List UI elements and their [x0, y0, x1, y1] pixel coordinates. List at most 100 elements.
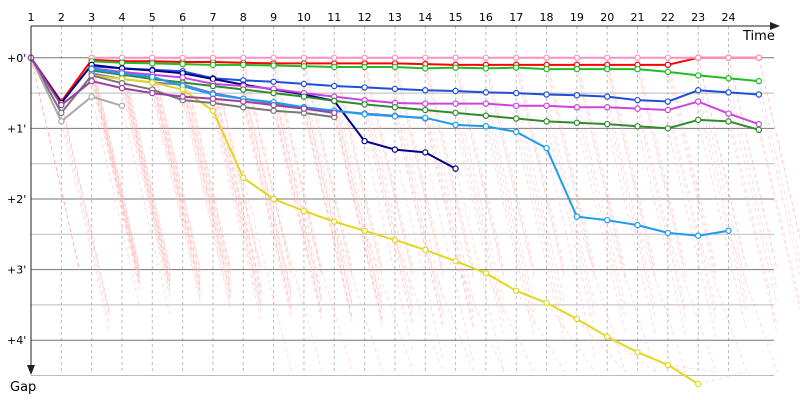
- gap-trail: [121, 83, 171, 296]
- gap-trail: [576, 122, 626, 335]
- gap-trail: [515, 105, 566, 318]
- data-point: [725, 227, 732, 234]
- data-point: [361, 84, 368, 91]
- data-point: [452, 165, 459, 172]
- gap-trail: [303, 96, 353, 309]
- gap-trail: [212, 85, 262, 298]
- data-point: [755, 120, 763, 128]
- data-point: [482, 65, 490, 72]
- y-axis-title: Gap: [10, 380, 36, 395]
- gap-trail: [424, 249, 475, 373]
- gap-trail: [273, 63, 323, 276]
- gap-trail: [485, 64, 535, 277]
- data-point: [604, 216, 611, 224]
- gap-trail: [728, 92, 778, 305]
- data-point: [270, 78, 277, 85]
- gap-trail: [151, 70, 202, 283]
- data-point: [422, 65, 429, 72]
- data-point: [179, 93, 186, 100]
- data-point: [88, 93, 95, 100]
- gap-trail: [242, 57, 293, 270]
- data-point: [300, 93, 308, 100]
- x-tick-label: 1: [28, 11, 35, 24]
- x-tick-label: 10: [297, 11, 311, 24]
- data-point: [300, 80, 308, 88]
- gap-trail: [182, 73, 232, 286]
- x-tick-label: 18: [540, 11, 554, 24]
- gap-trail: [121, 62, 171, 275]
- data-point: [573, 315, 581, 323]
- gap-trail: [667, 364, 717, 373]
- gap-trail: [242, 98, 293, 311]
- gap-trail: [394, 239, 444, 373]
- data-point: [240, 54, 247, 61]
- data-point: [118, 70, 126, 77]
- data-point: [664, 98, 672, 105]
- x-tick-label: 24: [722, 11, 736, 24]
- gap-trail: [151, 76, 202, 289]
- data-point: [664, 106, 672, 114]
- gap-trail: [364, 63, 414, 276]
- gap-trail: [637, 108, 687, 321]
- gap-trail: [576, 318, 626, 373]
- data-point: [634, 123, 641, 130]
- gap-trail: [91, 57, 141, 270]
- x-tick-label: 14: [418, 11, 432, 24]
- gap-trail: [485, 126, 535, 339]
- gap-trail: [151, 61, 202, 274]
- data-point: [391, 236, 399, 244]
- gap-trail: [697, 119, 748, 332]
- data-point: [694, 116, 702, 124]
- data-point: [573, 213, 581, 220]
- data-point: [118, 102, 126, 109]
- x-tick-label: 23: [691, 11, 705, 24]
- data-point: [694, 54, 702, 61]
- data-point: [240, 98, 247, 105]
- gap-trail: [333, 96, 384, 309]
- data-point: [634, 349, 641, 356]
- gap-trail: [424, 57, 475, 270]
- gap-trail: [91, 75, 141, 288]
- gap-trail: [728, 121, 778, 334]
- gap-trail: [394, 88, 444, 301]
- gap-trail: [242, 101, 293, 314]
- data-point: [452, 100, 459, 107]
- data-point: [543, 102, 550, 109]
- x-tick-label: 8: [240, 11, 247, 24]
- data-point: [361, 63, 368, 71]
- gap-trail: [728, 230, 778, 373]
- gap-trail: [758, 80, 800, 263]
- data-point: [604, 333, 611, 340]
- gap-trail: [242, 107, 293, 320]
- gap-trail: [151, 78, 202, 291]
- gap-trail: [273, 88, 323, 301]
- data-point: [422, 246, 429, 254]
- data-point: [573, 119, 581, 126]
- gap-trail: [606, 124, 657, 337]
- data-point: [755, 126, 763, 134]
- data-point: [543, 54, 550, 61]
- y-tick-label: +0': [7, 52, 26, 65]
- gap-trail: [364, 230, 414, 373]
- gap-trail: [364, 114, 414, 327]
- data-point: [543, 299, 550, 306]
- series-group: [27, 54, 763, 388]
- data-point: [513, 287, 520, 294]
- series: [88, 54, 763, 61]
- gap-trail: [151, 74, 202, 287]
- gap-trail: [606, 336, 656, 373]
- data-point: [513, 54, 520, 61]
- gap-trail: [485, 272, 535, 373]
- gap-trail: [91, 73, 141, 286]
- data-point: [664, 61, 672, 69]
- gap-trail: [212, 61, 262, 274]
- gap-trail: [485, 92, 535, 305]
- data-point: [240, 104, 247, 111]
- gap-trail: [455, 67, 505, 280]
- data-point: [361, 111, 368, 118]
- gap-trail: [758, 124, 800, 306]
- gap-trail: [485, 68, 535, 281]
- data-point: [755, 91, 763, 98]
- gap-trail: [91, 80, 141, 294]
- gap-trail: [91, 61, 141, 274]
